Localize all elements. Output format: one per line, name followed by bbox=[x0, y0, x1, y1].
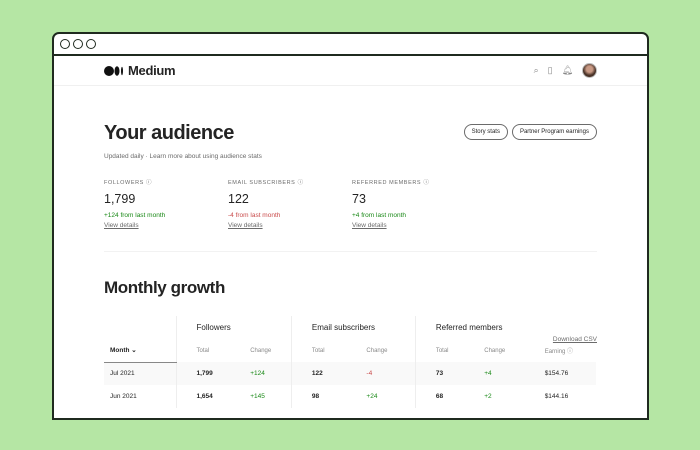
cell: $154.76 bbox=[524, 362, 596, 385]
window-maximize-dot[interactable] bbox=[86, 39, 96, 49]
stat-referred-members: REFERRED MEMBERS ⓘ 73 +4 from last month… bbox=[352, 178, 476, 229]
partner-program-earnings-button[interactable]: Partner Program earnings bbox=[511, 124, 597, 140]
cell: +145 bbox=[250, 393, 265, 400]
column-header: Total bbox=[175, 339, 231, 362]
stat-change: +124 from last month bbox=[104, 212, 166, 219]
cell: -4 bbox=[346, 362, 416, 385]
avatar[interactable] bbox=[582, 63, 597, 78]
view-details-link[interactable]: View details bbox=[228, 222, 263, 229]
month-sort-header[interactable]: Month ⌄ bbox=[104, 339, 176, 363]
group-header: Email subscribers bbox=[290, 316, 416, 339]
stat-change: -4 from last month bbox=[228, 212, 281, 219]
section-title: Monthly growth bbox=[104, 278, 225, 297]
medium-logo[interactable]: Medium bbox=[104, 63, 176, 78]
cell: 68 bbox=[414, 385, 465, 408]
stat-label: REFERRED MEMBERS ⓘ bbox=[352, 180, 430, 186]
cell-month: Jul 2021 bbox=[104, 362, 176, 385]
column-header: Change bbox=[250, 347, 272, 354]
bell-icon[interactable]: 🔔︎ bbox=[561, 65, 573, 75]
stat-value: 1,799 bbox=[104, 192, 136, 206]
cell: $144.16 bbox=[544, 393, 569, 400]
cell: +124 bbox=[230, 362, 292, 385]
window-titlebar bbox=[54, 34, 647, 56]
column-header: Change bbox=[366, 347, 388, 354]
stat-change: +4 from last month bbox=[352, 212, 407, 219]
stat-value: 73 bbox=[352, 192, 366, 206]
cell: 1,799 bbox=[175, 362, 231, 385]
bookmarks-icon[interactable]: ▯ bbox=[547, 65, 553, 75]
window-minimize-dot[interactable] bbox=[73, 39, 83, 49]
story-stats-button[interactable]: Story stats bbox=[463, 124, 508, 140]
cell: 98 bbox=[290, 385, 347, 408]
cell-month: Jun 2021 bbox=[110, 393, 137, 400]
stat-email-subscribers: EMAIL SUBSCRIBERS ⓘ 122 -4 from last mon… bbox=[228, 178, 352, 229]
search-icon[interactable]: ⌕ bbox=[533, 65, 539, 75]
medium-logo-icon bbox=[104, 65, 123, 76]
cell: +2 bbox=[484, 393, 492, 400]
divider bbox=[104, 251, 597, 252]
monthly-growth-table: Followers Email subscribers Referred mem… bbox=[104, 316, 596, 408]
cell: 1,654 bbox=[175, 385, 231, 408]
cell: +24 bbox=[366, 393, 378, 400]
cell: 73 bbox=[414, 362, 465, 385]
table-row: Jun 2021 1,654 +145 98 +24 68 +2 $144.16 bbox=[104, 385, 596, 408]
table-row: Jul 2021 1,799 +124 122 -4 73 +4 $154.76 bbox=[104, 362, 596, 385]
column-header: Total bbox=[414, 339, 465, 362]
group-header: Followers bbox=[175, 316, 292, 339]
browser-window: Medium ⌕ ▯ 🔔︎ Your audience Updated dail… bbox=[52, 32, 649, 420]
download-csv-link[interactable]: Download CSV bbox=[552, 336, 597, 343]
column-header: Total bbox=[290, 339, 347, 362]
stat-label: FOLLOWERS ⓘ bbox=[104, 180, 153, 186]
top-nav: Medium ⌕ ▯ 🔔︎ bbox=[54, 56, 647, 86]
page-title: Your audience bbox=[104, 122, 234, 144]
window-close-dot[interactable] bbox=[60, 39, 70, 49]
group-header: Referred members bbox=[414, 316, 596, 339]
cell: 122 bbox=[290, 362, 347, 385]
stat-value: 122 bbox=[228, 192, 249, 206]
stat-label: EMAIL SUBSCRIBERS ⓘ bbox=[228, 180, 304, 186]
page-subtitle[interactable]: Updated daily · Learn more about using a… bbox=[104, 153, 262, 160]
brand-name: Medium bbox=[128, 63, 176, 78]
view-details-link[interactable]: View details bbox=[104, 222, 139, 229]
column-header: Change bbox=[484, 347, 506, 354]
column-header: Earning ⓘ bbox=[544, 349, 574, 355]
view-details-link[interactable]: View details bbox=[352, 222, 387, 229]
stat-followers: FOLLOWERS ⓘ 1,799 +124 from last month V… bbox=[104, 178, 228, 229]
cell: +4 bbox=[464, 362, 525, 385]
